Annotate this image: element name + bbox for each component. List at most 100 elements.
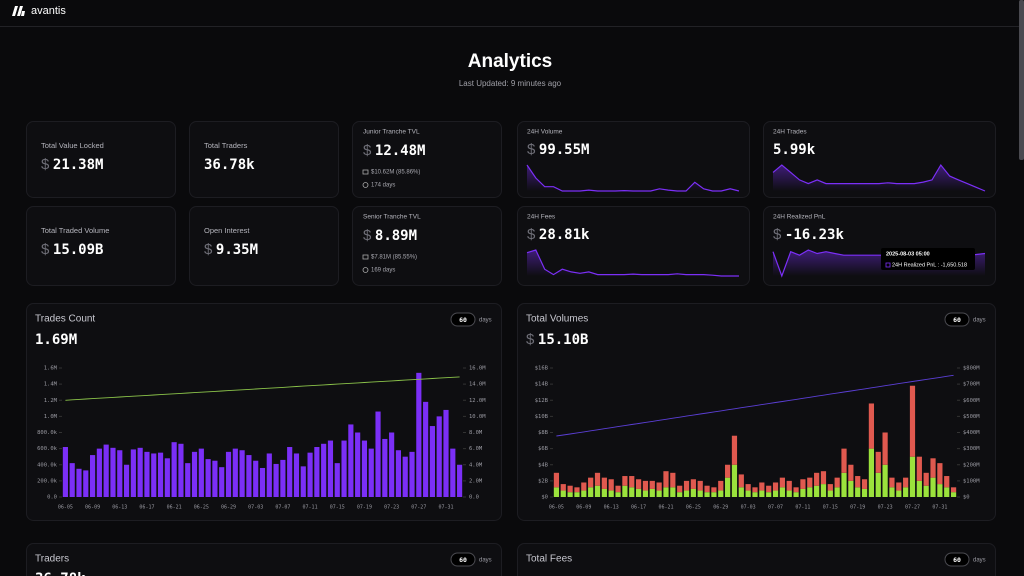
spark-line [526, 249, 739, 277]
y-tick-label: 1.4M [44, 382, 58, 388]
y2-tick-label: 14.0M [469, 382, 486, 388]
logo-icon[interactable] [12, 6, 25, 16]
y2-tick-label: $500M [963, 414, 980, 420]
range-value[interactable]: 60 [459, 556, 467, 564]
bar [670, 472, 676, 488]
bar [820, 484, 827, 497]
bar [766, 485, 772, 493]
y2-tick-label: $100M [963, 478, 980, 484]
bar [950, 487, 957, 493]
bar [861, 488, 868, 497]
range-value[interactable]: 60 [459, 316, 467, 324]
bar [772, 490, 779, 497]
x-tick-label: 06-13 [604, 505, 619, 511]
x-tick-label: 07-23 [384, 505, 399, 511]
stat-detail: $10.62M (85.86%) [371, 170, 420, 176]
bar [827, 484, 833, 491]
y2-tick-label: 4.0M [469, 462, 483, 468]
bar [752, 492, 758, 497]
y2-tick-label: 0.0 [469, 495, 479, 501]
bar [402, 456, 408, 497]
chart-card [517, 543, 996, 576]
scrollbar-thumb[interactable] [1019, 0, 1024, 160]
stat-detail: 169 days [371, 268, 395, 274]
bar [814, 485, 820, 497]
brand-name[interactable]: avantis [31, 5, 66, 17]
chart-title: Traders [35, 554, 69, 565]
bar [96, 448, 102, 497]
y2-tick-label: 2.0M [469, 478, 483, 484]
top-bar: avantis [0, 5, 1024, 27]
bar [855, 487, 861, 497]
range-value[interactable]: 60 [953, 556, 961, 564]
x-tick-label: 07-15 [330, 505, 345, 511]
currency-sign: $ [363, 227, 372, 244]
stat-card [26, 121, 176, 198]
spark-card [517, 121, 750, 198]
bar [232, 448, 238, 497]
y2-tick-label: $400M [963, 430, 980, 436]
x-tick-label: 07-27 [905, 505, 920, 511]
bar [629, 476, 635, 488]
bar [375, 411, 381, 497]
bar [868, 448, 875, 497]
currency-sign: $ [527, 226, 536, 243]
tooltip: 2025-08-03 05:00 24H Realized PnL : -1,65… [881, 248, 975, 270]
bar [436, 416, 442, 497]
spark-area [527, 250, 739, 276]
bar [731, 464, 738, 497]
x-tick-label: 06-21 [167, 505, 182, 511]
x-tick-label: 06-29 [221, 505, 236, 511]
bar [185, 463, 191, 497]
bar [409, 451, 415, 497]
stat-value: 8.89M [375, 228, 417, 244]
bar [738, 487, 744, 497]
range-value[interactable]: 60 [953, 316, 961, 324]
bar [615, 492, 621, 497]
x-tick-label: 07-03 [248, 505, 263, 511]
bar [937, 463, 943, 485]
stat-card [189, 206, 339, 286]
bar [178, 443, 184, 497]
currency-sign: $ [527, 141, 536, 158]
bar [123, 464, 130, 497]
bar [443, 409, 449, 497]
stat-value: 21.38M [53, 157, 104, 173]
bar [725, 477, 731, 497]
spark-label: 24H Trades [773, 129, 807, 136]
y-tick-label: 1.2M [44, 398, 58, 404]
x-tick-label: 07-15 [823, 505, 838, 511]
bar [875, 472, 881, 497]
bar [642, 490, 649, 497]
range-selector[interactable] [450, 552, 476, 567]
bar [280, 459, 286, 497]
bar [300, 466, 306, 497]
y-tick-label: $4B [538, 462, 549, 468]
bar [191, 451, 198, 497]
y-tick-label: 0.0 [47, 495, 57, 501]
bar [793, 487, 799, 493]
bar [266, 453, 272, 497]
bar [423, 401, 429, 497]
line-series [65, 376, 460, 401]
bar [697, 490, 703, 497]
bar [677, 485, 683, 493]
spark-area [773, 165, 985, 191]
bar [841, 472, 847, 497]
y-tick-label: 200.0k [37, 478, 58, 484]
range-unit: days [479, 558, 492, 564]
range-selector[interactable] [944, 312, 970, 327]
bar [766, 492, 772, 497]
range-selector[interactable] [944, 552, 970, 567]
range-selector[interactable] [450, 312, 476, 327]
bar [800, 479, 806, 489]
y2-tick-label: $200M [963, 462, 980, 468]
lock-icon [362, 169, 369, 175]
y-tick-label: $14B [535, 382, 549, 388]
bar [76, 468, 82, 497]
bar [814, 472, 820, 486]
x-tick-label: 06-05 [549, 505, 564, 511]
bar [164, 458, 170, 497]
bar [601, 477, 607, 489]
x-tick-label: 06-09 [85, 505, 100, 511]
